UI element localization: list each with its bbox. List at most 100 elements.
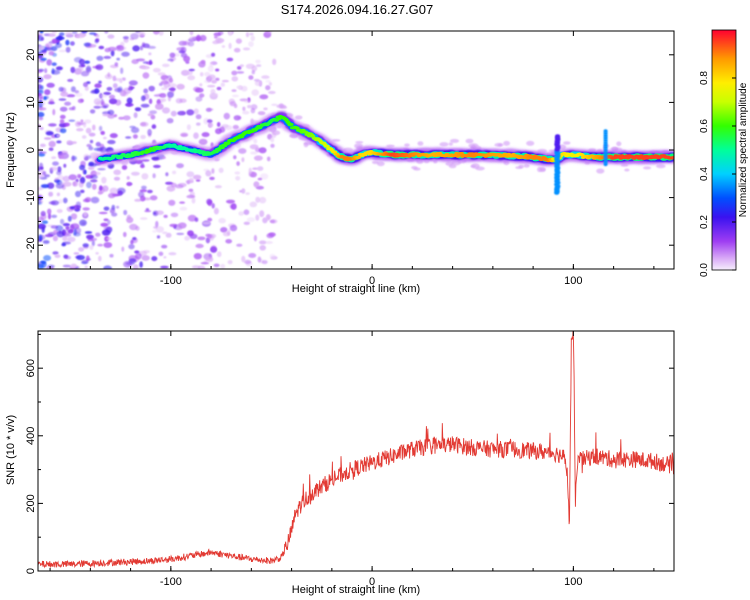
spectrogram-noise-blob — [66, 94, 76, 98]
spectrogram-noise-blob — [55, 66, 63, 71]
spectrogram-noise-blob — [272, 58, 277, 65]
spectrogram-y-tick-label: 20 — [25, 49, 37, 61]
spectrogram-noise-blob — [98, 255, 102, 262]
spectrogram-noise-blob — [168, 83, 177, 88]
spectrogram-noise-blob — [99, 92, 103, 99]
spectrogram-noise-blob — [121, 165, 128, 170]
spectrogram-noise-blob — [84, 231, 93, 234]
spectrogram-noise-blob — [215, 128, 222, 135]
spectrogram-noise-blob — [181, 41, 190, 46]
spectrogram-noise-blob — [133, 112, 138, 119]
spectrogram-noise-blob — [125, 136, 132, 139]
spectrogram-noise-blob — [206, 198, 213, 205]
spectrogram-noise-blob — [58, 49, 67, 53]
spectrogram-noise-blob — [229, 101, 237, 107]
spectrogram-noise-blob — [202, 221, 211, 225]
spectrogram-noise-blob — [294, 115, 303, 120]
spectrogram-noise-blob — [168, 199, 176, 206]
spectrogram-noise-blob — [241, 157, 245, 163]
spectrogram-noise-blob — [172, 170, 177, 175]
spectrogram-noise-blob — [94, 39, 99, 44]
spectrogram-noise-blob — [271, 130, 281, 136]
spectrogram-noise-blob — [126, 97, 133, 104]
spectrogram-noise-blob — [152, 173, 156, 179]
spectrogram-noise-blob — [236, 71, 245, 74]
spectrogram-noise-blob — [107, 139, 116, 145]
colorbar-ticks: 0.0 0.2 0.4 0.6 0.8 — [699, 71, 736, 277]
spectrogram-y-tick-label: -10 — [25, 190, 37, 206]
spectrogram-noise-blob — [231, 70, 238, 76]
spectrogram-noise-blob — [141, 255, 150, 261]
spectrogram-noise-blob — [89, 139, 94, 144]
spectrogram-noise-blob — [78, 247, 85, 252]
spectrogram-noise-blob — [80, 189, 85, 194]
spectrogram-noise-blob — [259, 240, 267, 245]
spectrogram-noise-blob — [76, 254, 85, 261]
spectrogram-noise-blob — [129, 125, 136, 129]
spectrogram-noise-blob — [132, 45, 140, 52]
spectrogram-noise-blob — [65, 255, 72, 260]
spectrogram-noise-blob — [59, 114, 66, 120]
spectrogram-noise-blob — [448, 142, 453, 146]
spectrogram-noise-blob — [65, 225, 70, 231]
spectrogram-noise-blob — [43, 96, 47, 101]
spectrogram-ridge-mark — [356, 155, 362, 159]
spectrogram-noise-blob — [86, 181, 92, 189]
spectrogram-noise-blob — [195, 243, 204, 249]
spectrogram-noise-blob — [56, 209, 63, 213]
spectrogram-noise-blob — [244, 259, 252, 265]
spectrogram-noise-blob — [96, 147, 104, 152]
spectrogram-ridge-mark — [671, 156, 674, 160]
spectrogram-noise-blob — [63, 197, 68, 204]
spectrogram-noise-blob — [88, 132, 96, 137]
spectrogram-noise-blob — [207, 119, 213, 123]
spectrogram-noise-blob — [523, 164, 530, 168]
spectrogram-noise-blob — [91, 89, 100, 94]
spectrogram-noise-blob — [152, 230, 157, 233]
spectrogram-noise-blob — [176, 83, 185, 90]
spectrogram-noise-blob — [88, 146, 94, 151]
spectrogram-noise-blob — [563, 141, 571, 145]
spectrogram-noise-blob — [266, 156, 271, 162]
spectrogram-noise-blob — [74, 90, 80, 94]
spectrogram-noise-blob — [203, 117, 210, 125]
spectrogram-noise-blob — [77, 98, 84, 104]
spectrogram-noise-blob — [79, 164, 86, 171]
spectrogram-noise-blob — [248, 75, 254, 80]
spectrogram-noise-blob — [235, 176, 241, 181]
spectrogram-noise-blob — [226, 57, 234, 62]
spectrogram-noise-blob — [253, 138, 258, 144]
spectrogram-noise-blob — [65, 39, 70, 46]
spectrogram-noise-blob — [83, 122, 87, 128]
spectrogram-noise-blob — [51, 156, 57, 160]
colorbar-tick-label: 0.0 — [699, 263, 710, 277]
spectrogram-noise-blob — [215, 68, 220, 72]
spectrogram-noise-blob — [68, 119, 76, 122]
spectrogram-noise-blob — [187, 214, 197, 222]
spectrogram-noise-blob — [82, 207, 90, 211]
spectrogram-noise-blob — [236, 85, 242, 90]
spectrogram-noise-blob — [449, 138, 460, 143]
spectrogram-noise-blob — [214, 35, 218, 39]
spectrogram-noise-blob — [243, 221, 250, 225]
spectrogram-noise-blob — [167, 58, 174, 62]
spectrogram-noise-blob — [211, 52, 216, 57]
spectrogram-noise-blob — [131, 127, 140, 134]
spectrogram-noise-blob — [51, 69, 61, 75]
spectrogram-noise-blob — [48, 140, 56, 148]
spectrogram-noise-blob — [168, 252, 177, 256]
spectrogram-noise-blob — [43, 255, 52, 261]
spectrogram-noise-blob — [261, 260, 268, 265]
spectrogram-noise-blob — [107, 72, 111, 78]
spectrogram-noise-blob — [97, 243, 104, 247]
spectrogram-noise-blob — [39, 166, 44, 170]
spectrogram-noise-blob — [232, 94, 239, 98]
spectrogram-noise-blob — [113, 176, 121, 181]
spectrogram-noise-blob — [62, 181, 72, 187]
spectrogram-noise-blob — [61, 242, 66, 247]
spectrogram-noise-blob — [70, 263, 78, 268]
spectrogram-noise-blob — [128, 80, 138, 86]
spectrogram-noise-blob — [257, 166, 264, 171]
spectrogram-noise-blob — [76, 174, 82, 179]
